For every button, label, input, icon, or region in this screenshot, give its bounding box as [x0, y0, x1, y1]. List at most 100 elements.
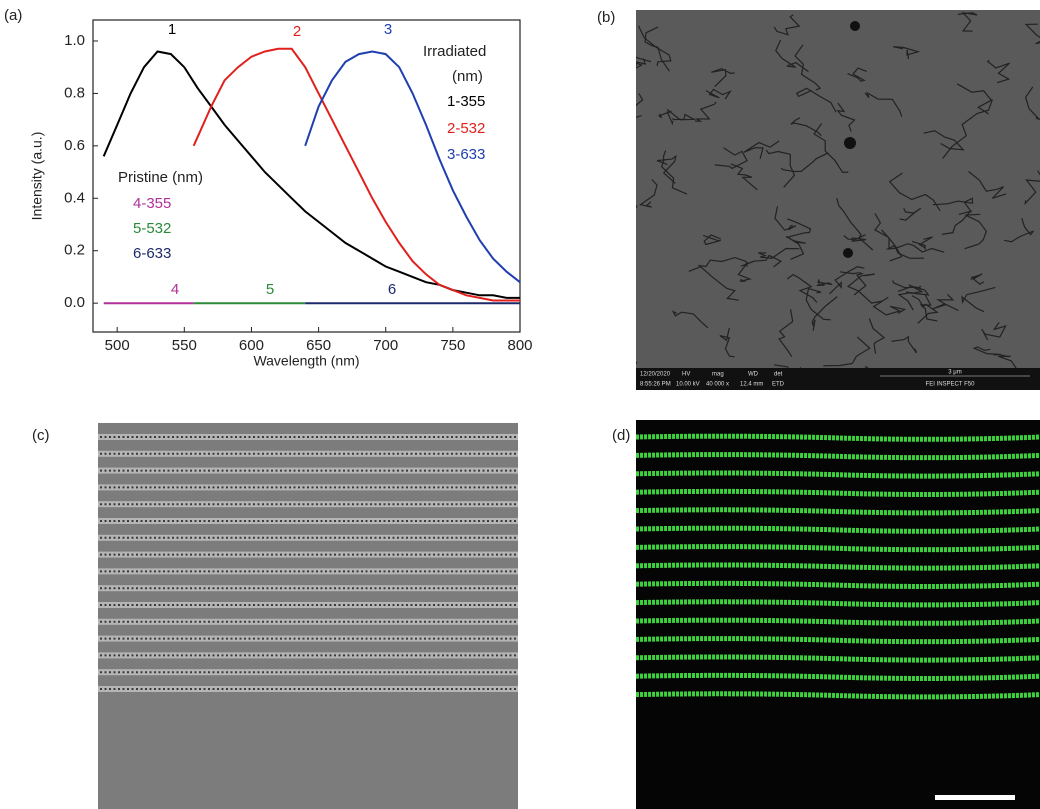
crack — [839, 271, 867, 296]
crack — [970, 273, 985, 286]
crack — [941, 210, 973, 235]
crack — [892, 46, 921, 60]
crack — [778, 309, 794, 358]
y-tick-label: 0.2 — [64, 242, 85, 259]
curve-label: 4 — [171, 281, 179, 298]
sem-text: 8:55:26 PM — [640, 382, 671, 388]
crack — [775, 39, 809, 73]
legend-title: (nm) — [452, 68, 483, 85]
crack — [847, 67, 867, 82]
sem-footer — [636, 368, 1040, 390]
crack — [899, 207, 922, 221]
legend-entry: 6-633 — [133, 245, 171, 262]
green-row — [635, 433, 1040, 442]
crack — [897, 285, 930, 296]
crack — [888, 172, 941, 212]
crack — [785, 235, 806, 260]
sem-text: 3 μm — [948, 370, 961, 376]
green-row — [635, 654, 1040, 663]
sem-text: ETD — [772, 382, 785, 388]
crack — [961, 286, 996, 313]
crack — [786, 273, 818, 303]
panel-label: (a) — [4, 7, 22, 24]
crack — [794, 44, 822, 91]
crack — [714, 147, 748, 170]
x-tick-label: 600 — [239, 337, 264, 354]
sem-text: det — [774, 372, 783, 378]
crack — [874, 213, 903, 262]
crack — [972, 346, 1002, 356]
legend-entry: 4-355 — [133, 195, 171, 212]
green-row — [635, 507, 1040, 516]
crack — [698, 256, 748, 268]
scale-bar — [935, 795, 1015, 800]
green-row — [635, 599, 1040, 608]
crack — [816, 279, 833, 286]
curve-label: 2 — [293, 23, 301, 40]
crack — [780, 152, 829, 173]
y-tick-label: 0.0 — [64, 294, 85, 311]
series-line — [304, 50, 521, 283]
crack — [743, 140, 780, 160]
legend-title: Pristine (nm) — [118, 169, 203, 186]
crack — [986, 59, 1011, 84]
y-tick-label: 0.4 — [64, 189, 85, 206]
green-row — [635, 672, 1040, 681]
green-row — [635, 452, 1040, 461]
crack — [636, 93, 644, 118]
green-row — [635, 525, 1040, 534]
curve-label: 1 — [168, 21, 176, 38]
y-axis-title: Intensity (a.u.) — [29, 132, 45, 221]
sem-text: 12/20/2020 — [640, 372, 671, 378]
crack — [964, 213, 987, 250]
green-row — [635, 691, 1040, 700]
y-tick-label: 1.0 — [64, 32, 85, 49]
green-row — [635, 636, 1040, 645]
x-axis-title: Wavelength (nm) — [253, 353, 359, 369]
crack — [773, 14, 801, 36]
panel-label: (d) — [612, 427, 630, 444]
crack — [846, 273, 883, 304]
crack — [968, 171, 1007, 199]
crack — [942, 99, 993, 159]
crack — [694, 101, 717, 122]
curve-label: 6 — [388, 281, 396, 298]
crack — [868, 318, 886, 354]
legend-entry: 1-355 — [447, 93, 485, 110]
crack — [660, 150, 688, 195]
green-row — [635, 470, 1040, 479]
x-tick-label: 700 — [373, 337, 398, 354]
crack — [1024, 170, 1040, 206]
x-tick-label: 800 — [507, 337, 532, 354]
crack — [636, 56, 652, 63]
sem-text: WD — [748, 372, 759, 378]
green-row — [635, 544, 1040, 553]
crack — [1024, 23, 1040, 45]
crack — [823, 336, 871, 367]
crack — [932, 197, 974, 213]
crack — [813, 123, 849, 174]
crack — [636, 205, 638, 208]
crack — [1003, 218, 1034, 243]
crack — [997, 354, 1019, 372]
crack — [790, 117, 822, 137]
crack — [795, 87, 837, 113]
crack — [758, 247, 800, 259]
crack — [864, 91, 903, 117]
legend-entry: 5-532 — [133, 220, 171, 237]
green-row — [635, 617, 1040, 626]
crack — [688, 266, 739, 301]
crack — [774, 206, 797, 231]
crack — [666, 109, 697, 121]
crack — [957, 11, 978, 32]
crack — [705, 88, 732, 100]
crack — [786, 218, 812, 239]
crack — [711, 67, 735, 88]
x-tick-label: 650 — [306, 337, 331, 354]
sem-text: 40 000 x — [706, 382, 729, 388]
crack — [836, 102, 856, 132]
legend-entry: 3-633 — [447, 146, 485, 163]
crack — [730, 163, 758, 191]
crack — [636, 58, 647, 69]
